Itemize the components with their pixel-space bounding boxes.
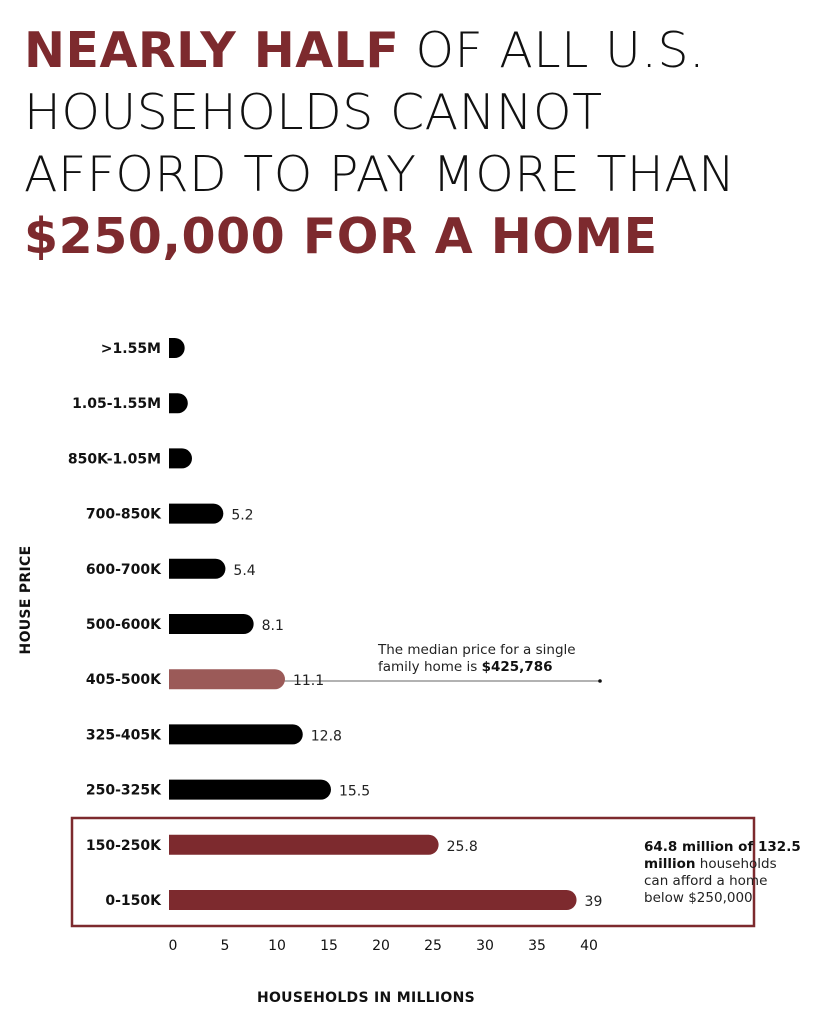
x-axis-title: HOUSEHOLDS IN MILLIONS [257, 990, 475, 1006]
value-labels: 5.2 5.4 8.1 11.1 12.8 15.5 25.8 39 [231, 508, 602, 910]
x-tick-20: 20 [372, 938, 390, 954]
median-leader-dot [598, 679, 602, 683]
bar-8 [169, 779, 331, 800]
category-label-3: 700-850K [86, 507, 162, 523]
median-note-line-2: family home is $425,786 [378, 659, 638, 676]
headline: NEARLY HALF OF ALL U.S. HOUSEHOLDS CANNO… [24, 20, 814, 268]
value-label-10: 39 [585, 894, 603, 910]
category-labels: >1.55M 1.05-1.55M 850K-1.05M 700-850K 600-70… [68, 341, 162, 909]
y-axis-title: HOUSE PRICE [18, 546, 34, 655]
category-label-1: 1.05-1.55M [72, 396, 161, 412]
affordability-bold-1: 64.8 million of 132.5 [644, 839, 801, 855]
median-note-prefix: family home is [378, 659, 482, 675]
affordability-note-line-1: 64.8 million of 132.5 [644, 839, 814, 856]
headline-accent-2: $250,000 FOR A HOME [24, 208, 658, 265]
bar-6 [169, 669, 285, 690]
category-label-2: 850K-1.05M [68, 451, 161, 467]
category-label-5: 500-600K [86, 617, 162, 633]
affordability-note-line-2: million households [644, 856, 814, 873]
category-label-0: >1.55M [101, 341, 161, 357]
headline-plain: OF ALL U.S. HOUSEHOLDS CANNOT AFFORD TO … [24, 22, 736, 203]
x-axis-ticks: 0 5 10 15 20 25 30 35 40 [169, 938, 598, 954]
affordability-note: 64.8 million of 132.5 million households… [644, 839, 814, 907]
x-tick-35: 35 [528, 938, 546, 954]
x-tick-25: 25 [424, 938, 442, 954]
value-label-9: 25.8 [447, 839, 478, 855]
category-label-7: 325-405K [86, 727, 162, 743]
category-label-4: 600-700K [86, 562, 162, 578]
bar-9 [169, 834, 439, 855]
bar-5 [169, 614, 254, 634]
x-tick-15: 15 [320, 938, 338, 954]
category-label-10: 0-150K [105, 893, 162, 909]
x-tick-5: 5 [221, 938, 230, 954]
x-tick-0: 0 [169, 938, 178, 954]
affordability-bold-2: million [644, 856, 696, 872]
affordability-note-line-3: can afford a home [644, 873, 768, 889]
bar-10 [169, 890, 577, 910]
bar-4 [169, 558, 226, 579]
bar-1 [169, 393, 188, 414]
value-label-5: 8.1 [262, 618, 284, 634]
bars-group [169, 338, 577, 910]
bar-7 [169, 724, 303, 745]
category-label-8: 250-325K [86, 783, 162, 799]
headline-accent-1: NEARLY HALF [24, 22, 400, 79]
category-label-6: 405-500K [86, 672, 162, 688]
x-tick-40: 40 [580, 938, 598, 954]
median-note: The median price for a single family hom… [378, 642, 638, 676]
affordability-rest-1: households [695, 856, 777, 872]
value-label-4: 5.4 [233, 563, 255, 579]
median-note-line-1: The median price for a single [378, 642, 576, 658]
highlight-box [70, 816, 756, 928]
bar-3 [169, 503, 224, 524]
value-label-8: 15.5 [339, 784, 370, 800]
value-label-6: 11.1 [293, 673, 324, 689]
value-label-3: 5.2 [231, 508, 253, 524]
x-tick-10: 10 [268, 938, 286, 954]
x-tick-30: 30 [476, 938, 494, 954]
median-note-value: $425,786 [481, 659, 553, 675]
category-label-9: 150-250K [86, 838, 162, 854]
affordability-note-line-4: below $250,000 [644, 890, 753, 906]
bar-0 [169, 338, 185, 358]
value-label-7: 12.8 [311, 728, 342, 744]
bar-2 [169, 448, 192, 469]
